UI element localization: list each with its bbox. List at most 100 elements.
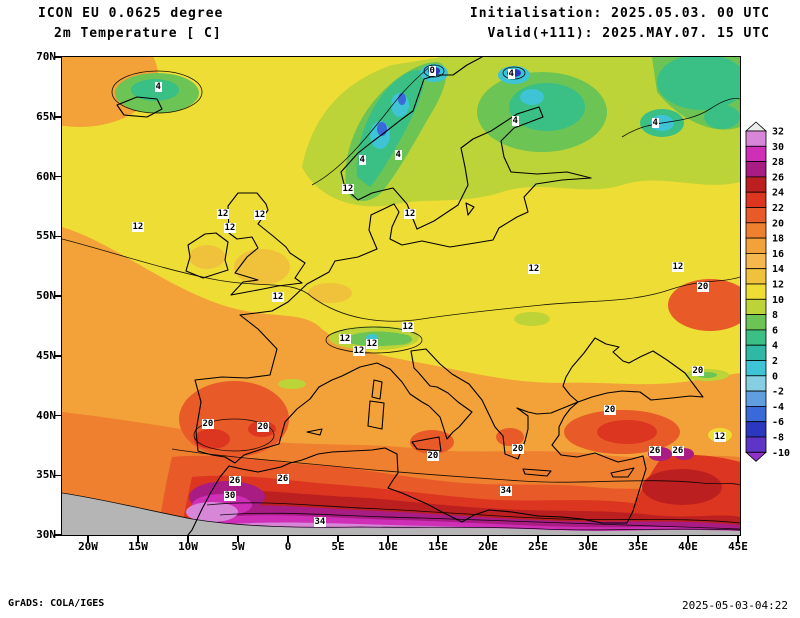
lat-axis-label: 50N [36,289,56,302]
svg-text:24: 24 [772,188,784,199]
axis-tick [387,535,389,542]
axis-tick [55,474,62,476]
axis-tick [87,535,89,542]
axis-tick [55,295,62,297]
lon-axis-label: 25E [528,540,548,553]
axis-tick [437,535,439,542]
axis-tick [137,535,139,542]
svg-text:18: 18 [772,234,784,245]
contour-label: 34 [499,485,513,496]
svg-text:0: 0 [772,371,778,382]
contour-label: 12 [341,183,355,194]
axis-tick [637,535,639,542]
contour-label: 12 [403,208,417,219]
lat-axis-label: 30N [36,528,56,541]
contour-label: 0 [428,65,436,76]
axis-tick [687,535,689,542]
contour-label: 12 [253,209,267,220]
contour-label: 26 [228,475,242,486]
axis-tick [487,535,489,542]
map-plot: 4 0 4 4 4 4 4 12 12 12 12 12 12 12 12 12 12 12 12 12 12 20 20 2… [60,55,741,536]
lon-axis-label: 15W [128,540,148,553]
contour-label: 4 [507,68,515,79]
axis-tick [55,534,62,536]
contour-label: 26 [276,473,290,484]
contour-label: 12 [271,291,285,302]
svg-text:-6: -6 [772,417,784,428]
contour-label: 4 [651,117,659,128]
svg-text:20: 20 [772,218,784,229]
svg-text:12: 12 [772,280,784,291]
axis-tick [187,535,189,542]
contour-label: 20 [603,404,617,415]
lat-axis-label: 40N [36,408,56,422]
lon-axis-label: 15E [428,540,448,553]
contour-label: 12 [223,222,237,233]
contour-label: 26 [671,445,685,456]
contour-label: 34 [313,516,327,527]
model-title: ICON EU 0.0625 degree [38,6,224,21]
svg-text:32: 32 [772,127,784,138]
svg-text:22: 22 [772,203,784,214]
contour-label: 4 [358,154,366,165]
svg-text:-10: -10 [772,448,790,459]
lat-axis-label: 45N [36,348,56,362]
contour-label: 12 [131,221,145,232]
contour-label: 12 [365,338,379,349]
svg-text:8: 8 [772,310,778,321]
lat-axis-label: 65N [36,109,56,123]
contour-label-layer: 4 0 4 4 4 4 4 12 12 12 12 12 12 12 12 12 12 12 12 12 12 20 20 2… [62,57,740,535]
field-title: 2m Temperature [ C] [54,26,222,41]
contour-label: 4 [154,81,162,92]
lon-axis-label: 10E [378,540,398,553]
svg-text:14: 14 [772,264,784,275]
lon-axis-label: 0 [284,540,292,553]
contour-label: 26 [648,445,662,456]
axis-tick [587,535,589,542]
contour-label: 12 [338,333,352,344]
axis-tick [737,535,739,542]
contour-label: 4 [511,115,519,126]
valid-text: Valid(+111): 2025.MAY.07. 15 UTC [487,26,770,41]
lon-axis-label: 20E [478,540,498,553]
contour-label: 12 [401,321,415,332]
lon-axis-label: 35E [628,540,648,553]
svg-text:4: 4 [772,341,778,352]
svg-text:-2: -2 [772,387,784,398]
lon-axis-label: 10W [178,540,198,553]
axis-tick [55,355,62,357]
lon-axis-label: 40E [678,540,698,553]
axis-tick [287,535,289,542]
svg-text:6: 6 [772,325,778,336]
contour-label: 12 [713,431,727,442]
axis-tick [55,414,62,417]
svg-text:-8: -8 [772,433,784,444]
axis-tick [55,116,62,118]
grads-credit: GrADS: COLA/IGES [8,598,105,609]
lon-axis-label: 5W [231,540,245,553]
contour-label: 30 [223,490,237,501]
contour-label: 12 [216,208,230,219]
lon-axis-label: 5E [331,540,345,553]
contour-label: 12 [352,345,366,356]
init-text: Initialisation: 2025.05.03. 00 UTC [469,6,770,21]
axis-tick [55,235,62,237]
contour-label: 20 [696,281,710,292]
lat-axis-label: 60N [36,169,56,183]
contour-label: 4 [394,149,402,160]
axis-tick [237,535,239,542]
contour-label: 20 [691,365,705,376]
generated-timestamp: 2025-05-03-04:22 [682,599,788,612]
lon-axis-label: 30E [578,540,598,553]
svg-text:30: 30 [772,142,784,153]
axis-tick [55,56,62,58]
svg-text:16: 16 [772,249,784,260]
contour-label: 20 [426,450,440,461]
lat-axis-label: 35N [36,468,56,482]
axis-tick [537,535,539,542]
svg-text:-4: -4 [772,402,784,413]
contour-label: 20 [511,443,525,454]
axis-tick [55,175,62,178]
